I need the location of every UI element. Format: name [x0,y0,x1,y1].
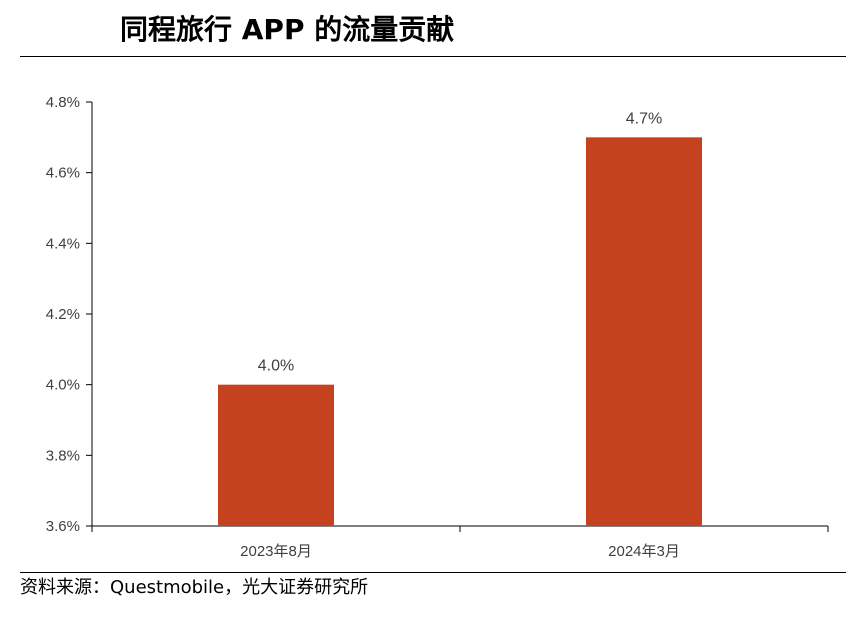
y-tick-label: 4.6% [46,165,80,182]
y-tick-label: 4.8% [46,94,80,111]
source-note: 资料来源：Questmobile，光大证券研究所 [20,577,369,598]
bar [218,384,334,526]
y-tick-label: 3.6% [46,518,80,535]
x-tick-label: 2023年8月 [240,543,312,560]
data-label: 4.7% [626,110,662,127]
data-label: 4.0% [258,358,294,375]
y-tick-label: 4.4% [46,235,80,252]
bottom-divider [20,572,846,573]
y-tick-label: 4.2% [46,306,80,323]
top-divider [20,56,846,57]
x-tick-label: 2024年3月 [608,543,680,560]
page-title: 同程旅行 APP 的流量贡献 [120,13,455,46]
y-tick-label: 4.0% [46,377,80,394]
y-tick-label: 3.8% [46,447,80,464]
bar [586,137,702,527]
